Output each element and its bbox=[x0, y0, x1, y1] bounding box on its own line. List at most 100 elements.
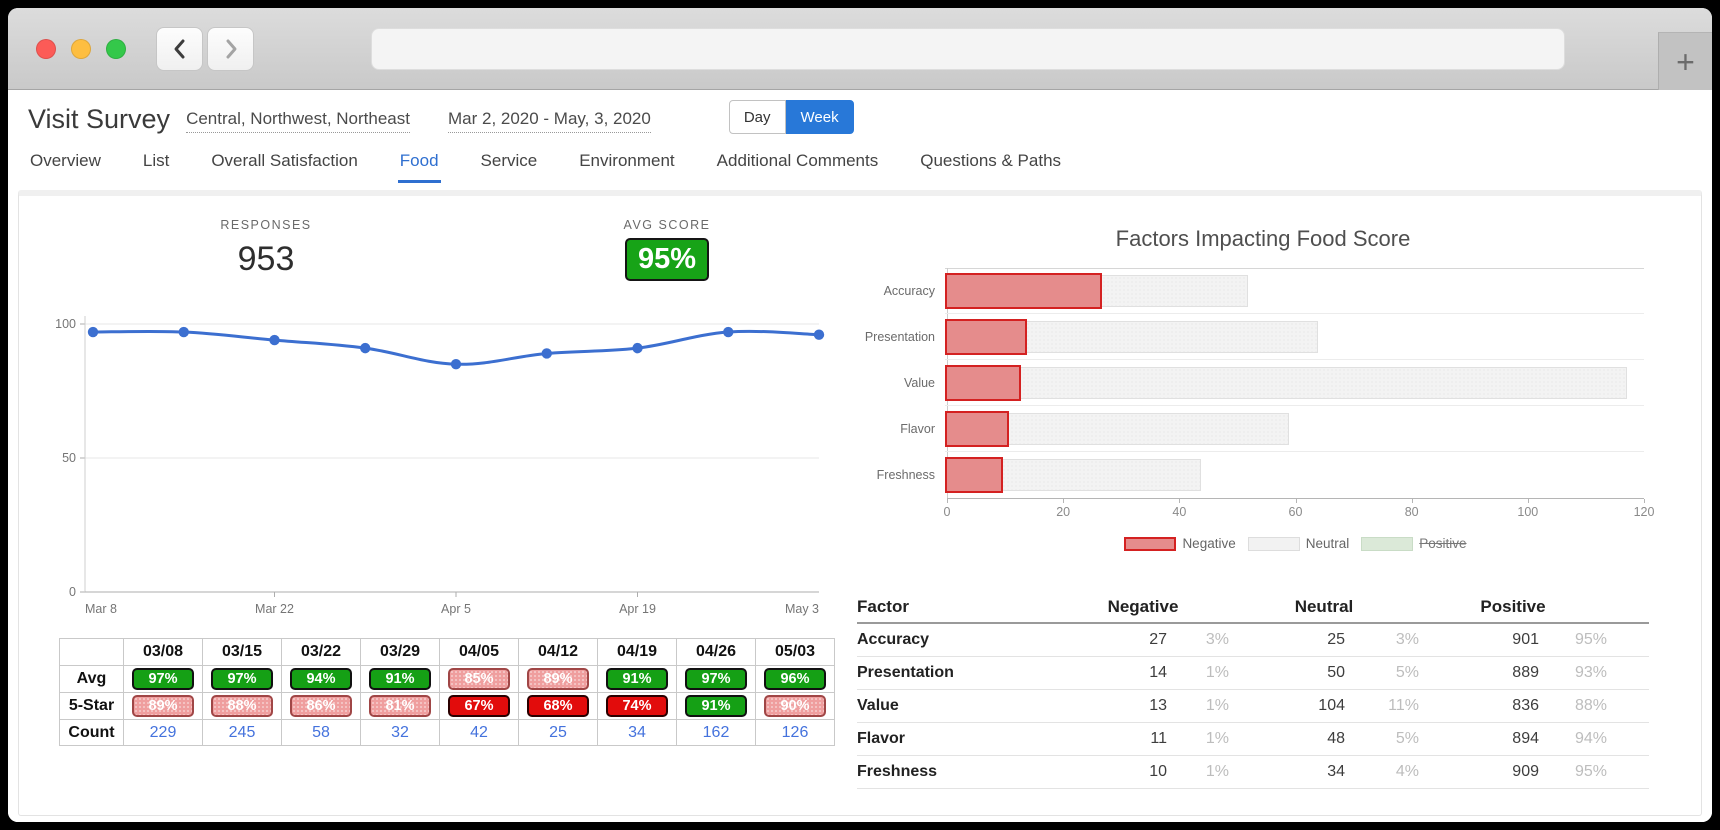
bar-row-freshness: Freshness bbox=[857, 452, 1669, 498]
tab-overall-satisfaction[interactable]: Overall Satisfaction bbox=[211, 151, 358, 170]
data-point-04/05 bbox=[450, 359, 462, 370]
negative-count: 11 bbox=[1150, 730, 1167, 747]
negative-percent: 3% bbox=[1205, 631, 1229, 648]
count-cell: 42 bbox=[439, 719, 519, 746]
factor-header: Factor bbox=[857, 596, 909, 616]
positive-count: 889 bbox=[1512, 664, 1539, 681]
date-header: 04/26 bbox=[676, 638, 756, 666]
data-point-03/08 bbox=[87, 326, 99, 338]
negative-percent: 1% bbox=[1205, 664, 1229, 681]
address-bar[interactable] bbox=[371, 28, 1565, 70]
avg-badge: 91% bbox=[369, 668, 431, 690]
tab-environment[interactable]: Environment bbox=[579, 151, 675, 170]
date-header: 04/19 bbox=[597, 638, 677, 666]
bar-row-flavor: Flavor bbox=[857, 406, 1669, 452]
count-cell: 32 bbox=[360, 719, 440, 746]
row-label: 5-Star bbox=[59, 692, 124, 720]
five-star-badge: 86% bbox=[290, 695, 352, 717]
bar-track bbox=[945, 314, 1644, 360]
score-cell: 94% bbox=[281, 665, 361, 693]
count-link[interactable]: 58 bbox=[312, 723, 330, 741]
y-tick-label: 0 bbox=[69, 585, 76, 599]
neutral-count: 48 bbox=[1327, 730, 1345, 747]
avg-badge: 91% bbox=[606, 668, 668, 690]
new-tab-button[interactable]: + bbox=[1658, 32, 1712, 90]
tab-additional-comments[interactable]: Additional Comments bbox=[716, 151, 879, 170]
score-cell: 86% bbox=[281, 692, 361, 720]
count-cell: 229 bbox=[123, 719, 203, 746]
neutral-header: Neutral bbox=[1294, 596, 1354, 616]
neutral-count: 104 bbox=[1318, 697, 1345, 714]
count-link[interactable]: 32 bbox=[391, 723, 409, 741]
five-star-badge: 90% bbox=[764, 695, 826, 717]
legend-item-positive[interactable]: Positive bbox=[1361, 536, 1467, 551]
neutral-percent: 3% bbox=[1395, 631, 1419, 648]
tab-food[interactable]: Food bbox=[397, 141, 441, 183]
count-link[interactable]: 229 bbox=[149, 723, 177, 741]
tab-bar: Overview List Overall Satisfaction Food Serv… bbox=[28, 140, 1712, 184]
forward-button[interactable] bbox=[207, 27, 254, 71]
maximize-window-button[interactable] bbox=[106, 39, 126, 59]
negative-count: 14 bbox=[1149, 664, 1167, 681]
data-point-03/15 bbox=[178, 326, 189, 338]
negative-percent: 1% bbox=[1205, 697, 1229, 714]
count-link[interactable]: 162 bbox=[702, 723, 730, 741]
bar-track bbox=[945, 406, 1644, 452]
positive-count: 909 bbox=[1512, 763, 1539, 780]
x-tick bbox=[1411, 499, 1413, 503]
negative-swatch bbox=[1124, 536, 1177, 551]
granularity-toggle: Day Week bbox=[728, 100, 854, 134]
count-link[interactable]: 34 bbox=[628, 723, 646, 741]
score-cell: 89% bbox=[518, 665, 598, 693]
back-button[interactable] bbox=[156, 27, 203, 71]
factor-name: Value bbox=[857, 697, 899, 714]
score-cell: 96% bbox=[755, 665, 835, 693]
avg-score-kpi: AVG SCORE 95% bbox=[592, 218, 742, 281]
close-window-button[interactable] bbox=[36, 39, 56, 59]
positive-percent: 95% bbox=[1574, 631, 1607, 648]
legend-item-negative[interactable]: Negative bbox=[1124, 536, 1236, 551]
count-link[interactable]: 42 bbox=[470, 723, 488, 741]
day-button[interactable]: Day bbox=[728, 100, 786, 134]
week-button[interactable]: Week bbox=[785, 100, 854, 134]
count-link[interactable]: 245 bbox=[228, 723, 256, 741]
positive-count: 894 bbox=[1512, 730, 1539, 747]
date-header: 03/29 bbox=[360, 638, 440, 666]
responses-value: 953 bbox=[237, 240, 295, 278]
minimize-window-button[interactable] bbox=[71, 39, 91, 59]
tab-questions-paths[interactable]: Questions & Paths bbox=[920, 151, 1062, 170]
avg-badge: 97% bbox=[211, 668, 273, 690]
responses-label: RESPONSES bbox=[220, 218, 312, 232]
chevron-left-icon bbox=[174, 39, 184, 59]
count-link[interactable]: 126 bbox=[781, 723, 809, 741]
date-range-filter[interactable]: Mar 2, 2020 - May, 3, 2020 bbox=[447, 109, 651, 133]
bar-chart-x-axis: 0 20 40 60 80 100 120 bbox=[944, 498, 1654, 524]
table-row: Avg 97% 97% 94% 91% 85% 89% 91% 97% 96% bbox=[59, 665, 835, 693]
tab-list[interactable]: List bbox=[142, 151, 170, 170]
score-cell: 97% bbox=[202, 665, 282, 693]
date-header: 04/12 bbox=[518, 638, 598, 666]
score-cell: 88% bbox=[202, 692, 282, 720]
neutral-count: 25 bbox=[1327, 631, 1345, 648]
tab-service[interactable]: Service bbox=[480, 151, 538, 170]
count-cell: 245 bbox=[202, 719, 282, 746]
date-header: 05/03 bbox=[755, 638, 835, 666]
app-header: Visit Survey Central, Northwest, Northea… bbox=[28, 100, 854, 135]
neutral-count: 50 bbox=[1327, 664, 1345, 681]
tab-overview[interactable]: Overview bbox=[30, 151, 101, 170]
date-header: 03/15 bbox=[202, 638, 282, 666]
negative-bar bbox=[945, 319, 1027, 355]
count-link[interactable]: 25 bbox=[549, 723, 567, 741]
negative-percent: 1% bbox=[1205, 763, 1229, 780]
region-filter[interactable]: Central, Northwest, Northeast bbox=[186, 109, 410, 133]
factors-row-accuracy: Accuracy 27 3% 25 3% 901 95% bbox=[857, 624, 1649, 657]
legend-item-neutral[interactable]: Neutral bbox=[1247, 536, 1349, 551]
negative-bar bbox=[945, 365, 1021, 401]
five-star-badge: 89% bbox=[132, 695, 194, 717]
factor-name: Presentation bbox=[857, 664, 954, 681]
avg-badge: 96% bbox=[764, 668, 826, 690]
bar-track bbox=[945, 452, 1644, 498]
trend-line-chart: 100 50 0 Mar 8 Mar 22 Apr 5 Apr 19 May 3 bbox=[55, 316, 825, 616]
negative-header: Negative bbox=[1107, 596, 1179, 616]
neutral-swatch bbox=[1247, 536, 1300, 551]
